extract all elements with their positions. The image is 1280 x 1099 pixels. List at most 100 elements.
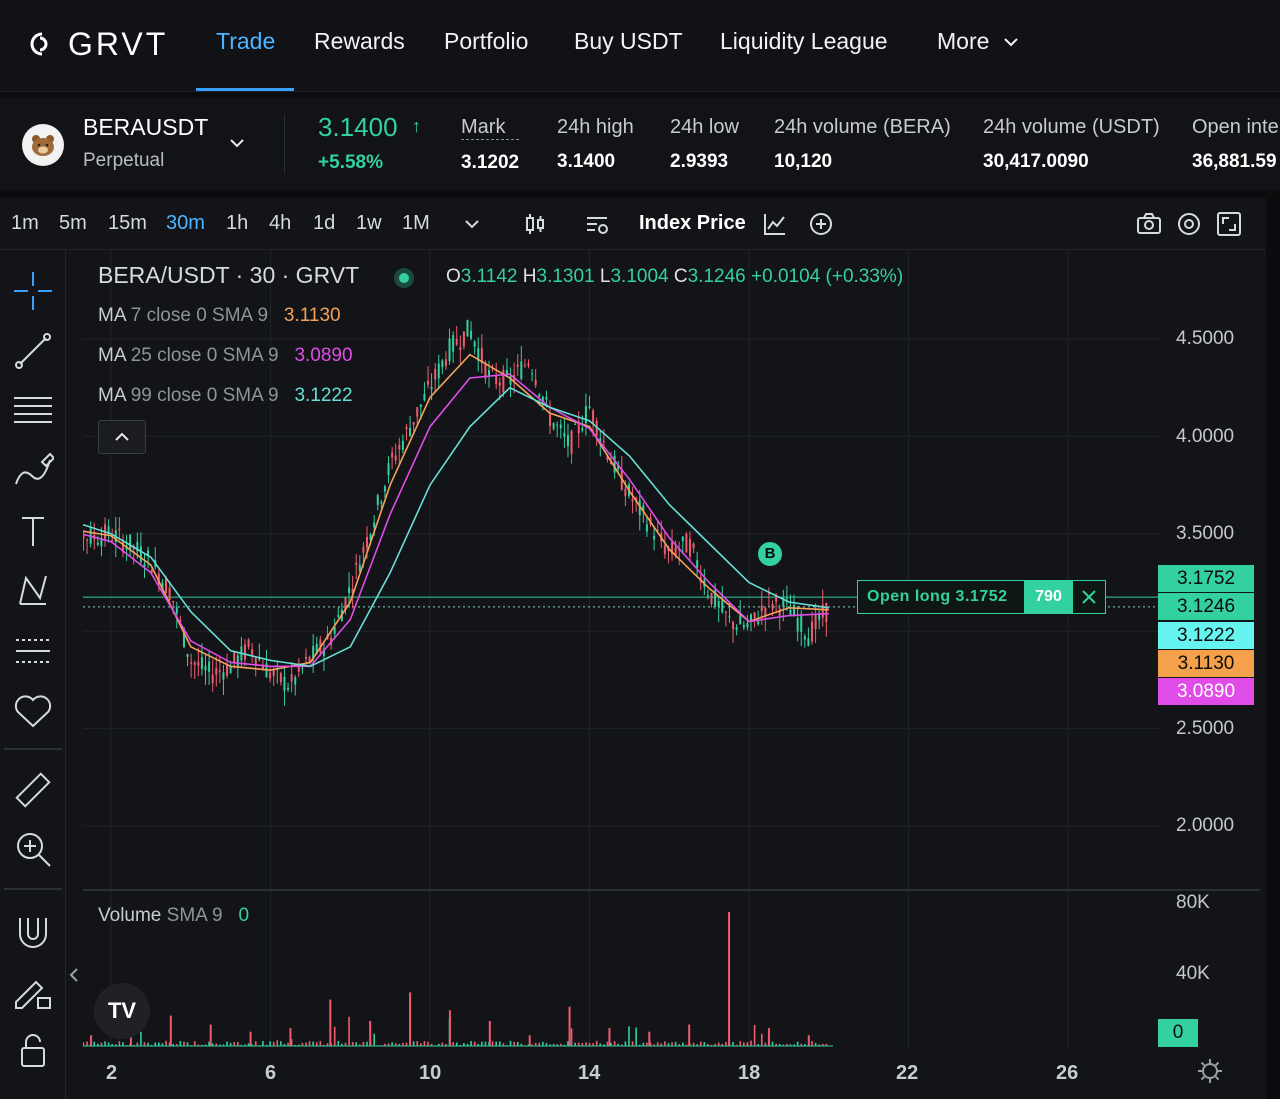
nav-liquidity-league[interactable]: Liquidity League: [720, 28, 888, 54]
top-navigation: [0, 0, 1280, 92]
buy-marker[interactable]: B: [758, 542, 782, 566]
cancel-order-button[interactable]: [1073, 581, 1105, 613]
ma-params: 99 close 0 SMA 9: [130, 385, 279, 406]
volume-bar: [757, 1044, 759, 1046]
fib-lines-icon[interactable]: [12, 390, 54, 432]
price-chart-canvas[interactable]: [83, 250, 1260, 1099]
pair-selector-chevron-icon[interactable]: [228, 136, 246, 150]
volume-bar: [158, 1042, 160, 1046]
timeframe-30m[interactable]: 30m: [166, 212, 205, 234]
lock-pencil-icon[interactable]: [12, 970, 54, 1012]
stat-label[interactable]: Mark: [461, 116, 520, 140]
timeframe-4h[interactable]: 4h: [269, 212, 292, 234]
candle-body: [617, 464, 620, 470]
timeframe-5m[interactable]: 5m: [59, 212, 87, 234]
brush-icon[interactable]: [12, 450, 54, 492]
grvt-logo[interactable]: GRVT: [22, 26, 168, 62]
unlock-icon[interactable]: [12, 1030, 54, 1072]
timeframe-1w[interactable]: 1w: [356, 212, 382, 234]
candle-body: [688, 538, 691, 557]
price-axis-label: 2.0000: [1176, 815, 1235, 836]
crosshair-icon[interactable]: [12, 270, 54, 312]
magnet-icon[interactable]: [12, 910, 54, 952]
line-chart-icon[interactable]: [761, 210, 789, 238]
index-price-toggle[interactable]: Index Price: [639, 212, 746, 234]
candle-body: [692, 543, 695, 549]
price-tag-ma99: 3.1222: [1158, 622, 1254, 649]
candle-body: [631, 499, 634, 502]
timeframe-1m[interactable]: 1m: [11, 212, 39, 234]
candle-body: [724, 611, 727, 613]
settings-icon[interactable]: [1175, 210, 1203, 238]
candle-body: [746, 623, 749, 628]
ma-99-legend[interactable]: MA 99 close 0 SMA 9 3.1222: [98, 385, 353, 407]
candle-body: [405, 427, 408, 430]
chart-panel: [0, 198, 1266, 1099]
timeframe-15m[interactable]: 15m: [108, 212, 147, 234]
tradingview-logo[interactable]: TV: [94, 983, 150, 1039]
trend-line-icon[interactable]: [12, 330, 54, 372]
volume-bar: [179, 1040, 182, 1046]
volume-bar: [559, 1043, 562, 1046]
zoom-in-icon[interactable]: [12, 828, 54, 870]
heart-icon[interactable]: [12, 690, 54, 732]
stat-24h-low: 24h low 2.9393: [670, 116, 739, 173]
chevron-down-icon[interactable]: [1002, 35, 1020, 49]
camera-icon[interactable]: [1135, 210, 1163, 238]
ma-7-legend[interactable]: MA 7 close 0 SMA 9 3.1130: [98, 305, 341, 327]
volume-spike-bar: [289, 1028, 292, 1046]
volume-bar: [682, 1042, 684, 1046]
candle-body: [86, 539, 89, 541]
nav-portfolio[interactable]: Portfolio: [444, 28, 529, 54]
volume-bar: [814, 1042, 817, 1046]
volume-bar: [86, 1041, 88, 1046]
nav-rewards[interactable]: Rewards: [314, 28, 405, 54]
pair-name[interactable]: BERAUSDT: [83, 114, 209, 140]
candle-body: [610, 461, 613, 465]
volume-bar: [631, 1041, 634, 1046]
time-axis-label: 22: [896, 1062, 919, 1084]
ruler-icon[interactable]: [12, 770, 54, 812]
candle-body: [204, 665, 207, 671]
candle-body: [488, 369, 491, 376]
right-scrollbar[interactable]: [1266, 198, 1280, 1099]
fullscreen-icon[interactable]: [1215, 210, 1243, 238]
chart-settings-gear-icon[interactable]: [1196, 1057, 1224, 1085]
nav-more[interactable]: More: [937, 28, 990, 54]
volume-bar: [197, 1044, 200, 1046]
nav-trade[interactable]: Trade: [216, 28, 276, 54]
collapse-legend-button[interactable]: [98, 420, 146, 454]
pattern-icon[interactable]: [12, 570, 54, 612]
ma-25-legend[interactable]: MA 25 close 0 SMA 9 3.0890: [98, 345, 353, 367]
volume-bar: [667, 1043, 670, 1046]
open-long-order[interactable]: Open long 3.1752 790: [857, 580, 1106, 614]
timeframe-dropdown-chevron-icon[interactable]: [458, 210, 486, 238]
timeframe-1h[interactable]: 1h: [226, 212, 249, 234]
candle-body: [527, 363, 530, 366]
collapse-sidebar-chevron-icon[interactable]: [68, 966, 80, 984]
time-axis-label: 2: [106, 1062, 118, 1084]
text-icon[interactable]: [12, 510, 54, 552]
indicators-icon[interactable]: [583, 210, 611, 238]
timeframe-1d[interactable]: 1d: [313, 212, 336, 234]
volume-bar: [502, 1043, 505, 1046]
volume-bar: [333, 1026, 336, 1046]
volume-bar: [97, 1043, 99, 1046]
candle-body: [470, 330, 473, 339]
prediction-icon[interactable]: [12, 630, 54, 672]
ma-name: MA: [98, 345, 126, 366]
candle-body: [236, 655, 239, 667]
add-indicator-icon[interactable]: [807, 210, 835, 238]
candle-body: [624, 488, 627, 497]
timeframe-1M[interactable]: 1M: [402, 212, 430, 234]
candles-icon[interactable]: [521, 210, 549, 238]
volume-bar: [337, 1041, 340, 1046]
order-quantity[interactable]: 790: [1024, 581, 1073, 613]
volume-bar: [520, 1043, 523, 1046]
volume-legend[interactable]: Volume SMA 9 0: [98, 905, 249, 927]
candle-body: [796, 618, 799, 632]
nav-buy-usdt[interactable]: Buy USDT: [574, 28, 683, 54]
candle-body: [312, 645, 315, 659]
candle-body: [351, 589, 354, 593]
candle-body: [757, 621, 760, 625]
